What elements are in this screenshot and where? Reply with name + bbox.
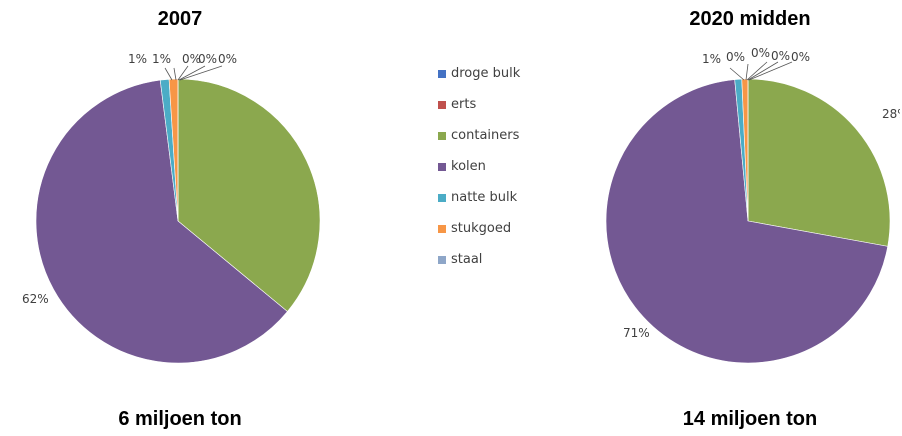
legend-swatch [438,163,446,171]
legend-swatch [438,225,446,233]
pie-label-containers: 28% [882,107,900,121]
leader-line [745,63,749,81]
legend-item-droge-bulk: droge bulk [438,66,520,97]
chart-legend: droge bulk erts containers kolen natte b… [438,66,520,283]
pie-label-stukgoed: 0% [726,50,745,64]
legend-label: kolen [451,159,486,174]
pie-slice-containers [747,78,891,247]
legend-item-stukgoed: stukgoed [438,221,520,252]
chart-title-2007: 2007 [157,8,203,30]
pie-slice-containers [177,78,321,312]
pie-label-natte-bulk: 1% [702,52,721,66]
legend-swatch [438,132,446,140]
leader-line [179,65,223,81]
chart-title-2020: 2020 midden [689,8,811,30]
pie-label-erts: 0% [771,49,790,63]
legend-label: natte bulk [451,190,518,205]
pie-chart-2007: 0%0%36%62%1%1%0% [22,52,321,364]
legend-item-kolen: kolen [438,159,520,190]
chart-subtitle-2020: 14 miljoen ton [682,408,818,430]
leader-line [748,61,793,81]
legend-swatch [438,256,446,264]
legend-item-erts: erts [438,97,520,128]
pie-slice-kolen [35,79,288,364]
legend-label: droge bulk [451,66,521,81]
leader-line [173,67,177,81]
legend-label: staal [451,252,483,267]
pie-label-stukgoed: 1% [128,52,147,66]
leader-line [747,61,779,81]
pie-label-staal: 0% [218,52,237,66]
pie-label-natte-bulk: 1% [152,52,171,66]
leader-line [164,67,173,81]
legend-swatch [438,194,446,202]
pie-chart-2020: 0%0%28%71%1%0%0% [605,46,900,364]
legend-swatch [438,70,446,78]
pie-label-droge-bulk: 0% [182,52,201,66]
legend-swatch [438,101,446,109]
pie-label-kolen: 71% [623,326,650,340]
leader-line [746,61,768,81]
pie-label-staal: 0% [791,50,810,64]
pie-label-droge-bulk: 0% [751,46,770,60]
pie-slice-kolen [605,79,889,364]
legend-item-containers: containers [438,128,520,159]
pie-label-kolen: 62% [22,292,49,306]
leader-line [177,65,189,81]
legend-label: containers [451,128,520,143]
leader-line [178,65,206,81]
legend-item-staal: staal [438,252,520,283]
leader-line [729,67,745,81]
legend-label: erts [451,97,477,112]
chart-subtitle-2007: 6 miljoen ton [118,408,242,430]
legend-label: stukgoed [451,221,512,236]
pie-label-erts: 0% [198,52,217,66]
legend-item-natte-bulk: natte bulk [438,190,520,221]
